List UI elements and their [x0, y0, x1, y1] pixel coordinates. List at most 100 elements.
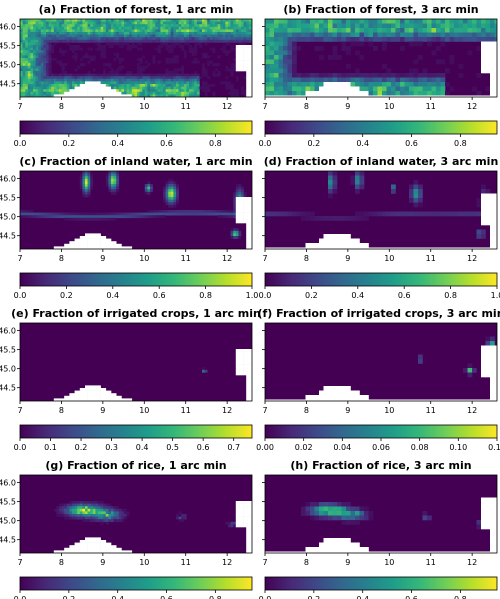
heatmap-cell [46, 78, 49, 82]
heatmap-cell [85, 21, 88, 25]
heatmap-cell [103, 50, 107, 54]
heatmap-cell [61, 503, 65, 507]
sea-cell [494, 41, 497, 47]
heatmap-cell [301, 86, 306, 92]
heatmap-cell [170, 212, 174, 216]
heatmap-cell [85, 516, 88, 520]
sea-cell [490, 225, 495, 230]
sea-cell [494, 350, 497, 355]
heatmap-cell [152, 81, 156, 85]
heatmap-cell [278, 64, 284, 69]
heatmap-cell [61, 50, 65, 54]
sea-cell [413, 551, 419, 553]
sea-cell [90, 547, 94, 551]
heatmap-cell [215, 26, 218, 30]
heatmap-cell [207, 21, 211, 25]
heatmap-cell [137, 19, 140, 22]
heatmap-cell [90, 516, 94, 520]
heatmap-cell [35, 60, 39, 64]
heatmap-cell [27, 50, 31, 54]
heatmap-cell [30, 65, 34, 69]
sea-cell [248, 351, 252, 355]
heatmap-cell [359, 37, 365, 42]
heatmap-cell [178, 212, 182, 216]
sea-cell [235, 202, 239, 206]
heatmap-cell [74, 84, 78, 87]
sea-cell [238, 212, 242, 216]
heatmap-cell [199, 32, 203, 35]
heatmap-cell [100, 52, 104, 56]
heatmap-cell [111, 26, 114, 30]
heatmap-cell [278, 73, 284, 78]
sea-cell [494, 46, 497, 51]
sea-cell [413, 95, 419, 97]
heatmap-cell [160, 94, 164, 97]
sea-cell [85, 243, 88, 247]
heatmap-cell [212, 32, 216, 35]
sea-cell [278, 247, 284, 249]
heatmap-cell [82, 511, 86, 515]
heatmap-cell [404, 23, 410, 29]
y-tick-label: 44.5 [0, 80, 16, 89]
heatmap-cell [328, 189, 333, 194]
heatmap-cell [386, 37, 392, 42]
heatmap-cell [116, 68, 120, 72]
sea-cell [108, 550, 112, 553]
sea-cell [129, 398, 133, 401]
sea-cell [61, 550, 65, 553]
heatmap-cell [64, 32, 68, 35]
heatmap-cell [228, 34, 231, 38]
heatmap-cell [189, 76, 192, 80]
heatmap-cell [46, 45, 49, 48]
heatmap-cell [72, 73, 75, 77]
heatmap-cell [46, 21, 49, 25]
heatmap-cell [25, 60, 29, 64]
heatmap-cell [124, 39, 127, 43]
heatmap-cell [105, 511, 109, 515]
x-tick-label: 10 [384, 406, 394, 415]
sea-cell [323, 542, 329, 548]
heatmap-cell [400, 46, 405, 51]
heatmap-cell [85, 55, 88, 59]
heatmap-cell [243, 91, 247, 95]
colorbar-tick-label: 0.1 [44, 443, 57, 452]
heatmap-cell [61, 81, 65, 85]
heatmap-cell [46, 50, 49, 54]
heatmap-cell [168, 37, 172, 41]
heatmap-cell [150, 212, 153, 216]
heatmap-cell [74, 19, 78, 22]
sea-cell [77, 390, 81, 394]
heatmap-cell [95, 24, 99, 28]
heatmap-cell [100, 55, 104, 59]
sea-cell [105, 243, 109, 247]
heatmap-cell [74, 21, 78, 25]
sea-cell [238, 204, 242, 208]
heatmap-cell [305, 73, 311, 78]
heatmap-cells [20, 171, 252, 249]
sea-cell [481, 50, 486, 56]
heatmap-cell [142, 19, 146, 22]
heatmap-cell [449, 23, 455, 29]
heatmap-cell [87, 78, 91, 82]
heatmap-cell [202, 71, 205, 74]
heatmap-cell [181, 519, 185, 523]
heatmap-cell [189, 45, 192, 48]
heatmap-cell [82, 173, 86, 177]
sea-cell [364, 551, 369, 553]
heatmap-cell [274, 41, 279, 47]
heatmap-cell [418, 32, 423, 38]
sea-cell [243, 58, 247, 61]
heatmap-cell [111, 24, 114, 28]
heatmap-cell [173, 24, 177, 28]
heatmap-cell [85, 506, 88, 510]
sea-cell [472, 247, 477, 249]
heatmap-cell [176, 194, 179, 198]
sea-cell [458, 399, 464, 401]
heatmap-cell [79, 173, 83, 177]
heatmap-cell [173, 60, 177, 64]
heatmap-cell [391, 77, 396, 83]
heatmap-cell [243, 89, 247, 93]
heatmap-cell [105, 519, 109, 523]
sea-cell [238, 351, 242, 355]
heatmap-cell [328, 506, 333, 512]
